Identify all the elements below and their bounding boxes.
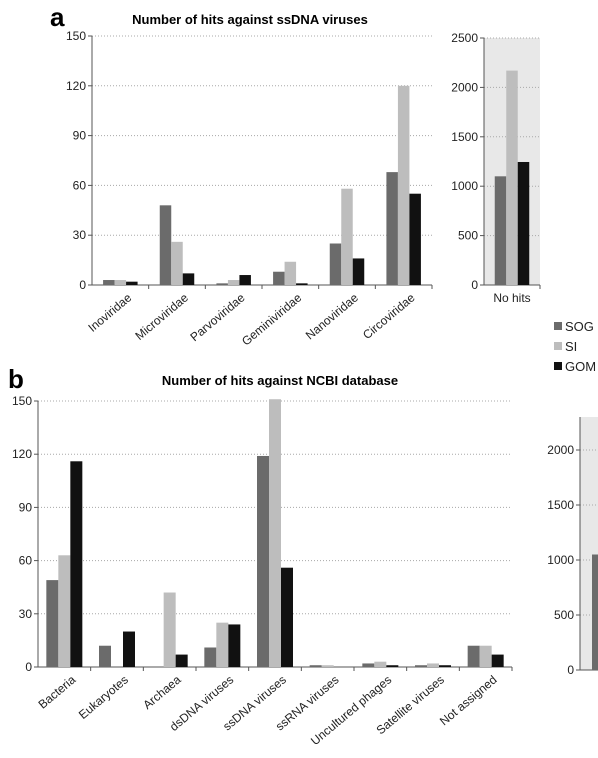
y-tick-label: 120 xyxy=(66,79,86,93)
bar-si xyxy=(284,261,297,285)
bar-sog xyxy=(257,455,269,667)
chart-b-side: 0500100015002000N xyxy=(547,417,598,677)
bar-gom xyxy=(239,275,251,285)
legend-swatch-sog xyxy=(554,322,562,330)
x-category-label: Not assigned xyxy=(437,673,500,729)
bar-sog xyxy=(494,176,507,285)
bar-si xyxy=(216,622,229,667)
bar-gom xyxy=(281,567,293,667)
bar-gom xyxy=(409,193,421,285)
bar-gom xyxy=(175,654,188,667)
y-tick-label: 1000 xyxy=(451,179,478,193)
x-category-label: Geminiviridae xyxy=(239,290,304,348)
y-tick-label: 120 xyxy=(12,447,32,461)
bar-gom xyxy=(439,665,451,667)
legend-label-si: SI xyxy=(565,339,577,354)
y-tick-label: 2000 xyxy=(451,80,478,94)
bar-sog xyxy=(362,663,375,667)
chart-a-side: 0 500 1000 1500 2000 2500 No hits xyxy=(451,31,541,305)
bar-si xyxy=(58,555,71,667)
legend-swatch-gom xyxy=(554,362,562,370)
y-tick-label: 500 xyxy=(458,229,478,243)
bar-sog xyxy=(159,205,172,285)
bar-gom xyxy=(386,665,399,667)
bar-gom xyxy=(182,273,195,285)
chart-a-main: 0 30 60 90 120 150 InoviridaeMicroviridaeParvo… xyxy=(66,29,433,348)
bar-sog xyxy=(46,580,59,667)
bar-sog xyxy=(329,243,342,285)
y-tick-label: 60 xyxy=(19,554,33,568)
bar-sog xyxy=(467,645,480,667)
bar-gom xyxy=(228,624,241,667)
x-category-label: Microviridae xyxy=(132,290,191,343)
x-category-label: Parvoviridae xyxy=(187,290,247,344)
panel-letter-a: a xyxy=(50,2,65,32)
legend-swatch-si xyxy=(554,342,562,350)
bar-sog xyxy=(415,665,427,667)
y-tick-label: 60 xyxy=(73,178,87,192)
x-category-label: Bacteria xyxy=(36,672,79,711)
bar-sog xyxy=(273,271,285,285)
x-category-label: Circoviridae xyxy=(360,290,418,342)
y-tick-label: 0 xyxy=(471,278,478,292)
bar-gom xyxy=(296,283,308,285)
bar-gom xyxy=(70,461,83,667)
legend-label-sog: SOG xyxy=(565,319,594,334)
bar-si xyxy=(397,85,410,285)
bar-gom xyxy=(517,161,530,285)
bar-si xyxy=(506,70,518,285)
bar-gom xyxy=(352,258,365,285)
bar-si xyxy=(321,665,334,667)
y-tick-label: 2500 xyxy=(451,31,478,45)
bar-si xyxy=(479,645,492,667)
x-category-label: Nanoviridae xyxy=(303,290,361,342)
bar-sog xyxy=(99,645,111,667)
y-tick-label: 30 xyxy=(73,228,87,242)
x-category-label: Inoviridae xyxy=(85,290,134,334)
x-category-label: Archaea xyxy=(140,672,183,712)
bar-gom xyxy=(123,631,135,667)
y-tick-label: 0 xyxy=(79,278,86,292)
y-tick-label: 150 xyxy=(12,394,32,408)
y-tick-label: 90 xyxy=(19,500,33,514)
bar-sog xyxy=(386,172,398,285)
y-tick-label: 30 xyxy=(19,607,33,621)
y-tick-label: 500 xyxy=(554,608,574,622)
y-tick-label: 0 xyxy=(567,663,574,677)
bar-si xyxy=(163,592,176,667)
chart-title-b: Number of hits against NCBI database xyxy=(162,373,398,388)
bar-si xyxy=(171,241,183,285)
y-tick-label: 1000 xyxy=(547,553,574,567)
bar-si xyxy=(427,663,439,667)
bar-sog xyxy=(216,283,228,285)
bar-sog xyxy=(103,280,115,285)
bar-si xyxy=(269,399,281,667)
bar-si xyxy=(114,280,127,285)
chart-title-a: Number of hits against ssDNA viruses xyxy=(132,12,368,27)
x-category-label: No hits xyxy=(493,291,530,305)
legend-label-gom: GOM xyxy=(565,359,596,374)
y-tick-label: 0 xyxy=(25,660,32,674)
bar-sog xyxy=(309,665,322,667)
bar-sog xyxy=(204,647,217,667)
bar-si xyxy=(341,188,353,285)
legend: SOG SI GOM xyxy=(554,319,596,374)
bar-gom xyxy=(491,654,504,667)
y-tick-label: 90 xyxy=(73,129,87,143)
bar-sog xyxy=(592,554,598,670)
y-tick-label: 150 xyxy=(66,29,86,43)
bar-si xyxy=(227,280,240,285)
bar-si xyxy=(374,661,387,667)
bar-gom xyxy=(126,281,138,285)
panel-letter-b: b xyxy=(8,364,24,394)
x-category-label: Eukaryotes xyxy=(76,673,131,722)
y-tick-label: 2000 xyxy=(547,443,574,457)
y-tick-label: 1500 xyxy=(547,498,574,512)
y-tick-label: 1500 xyxy=(451,130,478,144)
